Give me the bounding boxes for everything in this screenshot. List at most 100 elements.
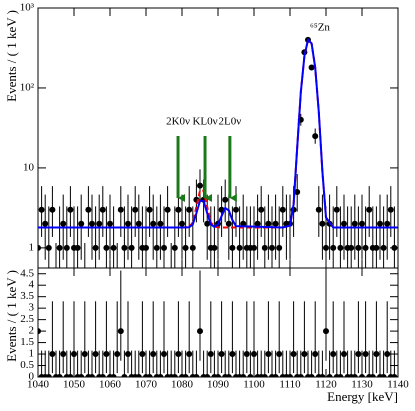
- data-point: [146, 206, 153, 213]
- data-point: [391, 374, 398, 377]
- data-point: [117, 206, 124, 213]
- data-point: [197, 328, 203, 335]
- data-point: [391, 244, 398, 251]
- data-point: [56, 244, 63, 251]
- data-point: [89, 220, 95, 227]
- fit-curve: [38, 37, 398, 229]
- data-point: [319, 374, 326, 377]
- data-point: [380, 374, 387, 377]
- data-point: [337, 244, 344, 251]
- x-tick-label: 1050: [63, 379, 86, 391]
- data-point: [128, 244, 135, 251]
- y-tick-label: 3: [29, 302, 35, 314]
- data-point: [135, 220, 142, 227]
- data-point: [150, 351, 157, 358]
- data-point: [243, 351, 250, 358]
- data-point: [359, 220, 365, 227]
- data-point: [56, 374, 63, 377]
- y-tick-label: 2: [29, 325, 35, 337]
- y-axis-title: Events / ( 1 keV ): [4, 10, 19, 102]
- data-point: [355, 244, 362, 251]
- data-point: [319, 220, 326, 227]
- data-point: [179, 220, 185, 227]
- data-point: [251, 244, 257, 251]
- data-point: [265, 351, 272, 358]
- data-point: [110, 374, 117, 377]
- data-point: [60, 220, 67, 227]
- data-point: [233, 206, 239, 213]
- data-point: [99, 374, 106, 377]
- data-point: [380, 244, 387, 251]
- data-point: [189, 244, 196, 251]
- data-point: [337, 374, 344, 377]
- data-point: [139, 351, 146, 358]
- data-point: [157, 220, 164, 227]
- data-point: [146, 374, 153, 377]
- data-point: [121, 374, 128, 377]
- x-tick-label: 1040: [27, 379, 50, 391]
- data-point: [251, 351, 257, 358]
- data-point: [348, 244, 355, 251]
- data-point: [78, 220, 85, 227]
- data-point: [67, 374, 74, 377]
- data-point: [107, 220, 113, 227]
- data-point: [125, 220, 131, 227]
- data-point: [218, 351, 225, 358]
- y-tick-label: 3.5: [20, 290, 34, 302]
- data-point: [60, 351, 67, 358]
- data-point: [78, 374, 85, 377]
- data-point: [373, 351, 380, 358]
- x-tick-label: 1080: [171, 379, 194, 391]
- data-point: [229, 244, 236, 251]
- data-point: [121, 244, 128, 251]
- data-point: [315, 206, 322, 213]
- data-point: [373, 244, 380, 251]
- data-point: [294, 188, 301, 195]
- data-point: [161, 351, 167, 358]
- y-axis-title: Events / ( 1 keV ): [4, 270, 19, 362]
- data-point: [45, 244, 52, 251]
- data-point: [359, 374, 365, 377]
- annotation: KL0ν: [192, 116, 217, 128]
- data-point: [92, 351, 99, 358]
- peak-label: ⁶⁵Zn: [310, 22, 330, 34]
- data-point: [247, 374, 254, 377]
- y-tick-label: 2.5: [20, 313, 34, 325]
- data-point: [42, 220, 49, 227]
- x-tick-label: 1100: [243, 379, 265, 391]
- x-tick-label: 1070: [135, 379, 158, 391]
- data-point: [261, 374, 268, 377]
- data-point: [330, 351, 337, 358]
- data-point: [254, 220, 261, 227]
- data-point: [45, 374, 52, 377]
- data-point: [362, 244, 369, 251]
- data-point: [197, 182, 203, 189]
- data-point: [186, 206, 193, 213]
- data-point: [92, 244, 99, 251]
- data-point: [125, 351, 131, 358]
- data-point: [312, 351, 319, 358]
- data-point: [63, 244, 70, 251]
- data-point: [89, 374, 95, 377]
- data-point: [341, 220, 347, 227]
- data-point: [276, 351, 283, 358]
- data-point: [229, 351, 236, 358]
- data-point: [96, 220, 103, 227]
- data-point: [384, 220, 391, 227]
- data-point: [182, 374, 189, 377]
- data-point: [153, 244, 160, 251]
- data-point: [369, 374, 376, 377]
- plot-area: [38, 36, 398, 268]
- data-point: [261, 244, 268, 251]
- data-point: [323, 328, 329, 335]
- data-point: [351, 374, 358, 377]
- data-point: [272, 220, 279, 227]
- data-point: [103, 351, 110, 358]
- data-point: [193, 374, 200, 377]
- plot-area: [38, 270, 398, 377]
- data-point: [279, 206, 286, 213]
- data-point: [377, 220, 383, 227]
- data-point: [132, 206, 139, 213]
